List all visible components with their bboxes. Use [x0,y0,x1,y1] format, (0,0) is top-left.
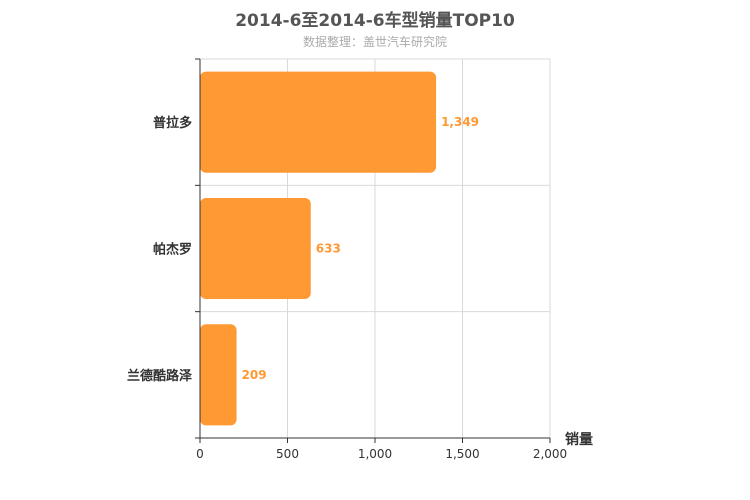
category-label: 兰德酷路泽 [127,368,193,384]
data-label: 1,349 [441,115,479,129]
data-label: 209 [242,368,267,382]
x-tick-label: 2,000 [533,447,567,461]
chart-subtitle: 数据整理：盖世汽车研究院 [302,35,447,49]
category-label: 帕杰罗 [153,242,192,258]
x-tick-label: 0 [196,447,204,461]
x-tick-label: 1,000 [358,447,392,461]
chart-title: 2014-6至2014-6车型销量TOP10 [235,11,515,31]
bar [200,197,311,300]
data-label: 633 [316,242,341,256]
bars [200,71,437,426]
labels: 1,349 普拉多 633 帕杰罗 209 兰德酷路泽 0 500 1,000 1,500 2,00… [127,115,593,461]
bar [200,324,237,426]
category-label: 普拉多 [153,115,192,131]
axes [195,58,551,443]
x-tick-label: 1,500 [445,447,479,461]
x-axis-title: 销量 [565,431,593,448]
x-tick-label: 500 [276,447,299,461]
bar [200,71,437,173]
